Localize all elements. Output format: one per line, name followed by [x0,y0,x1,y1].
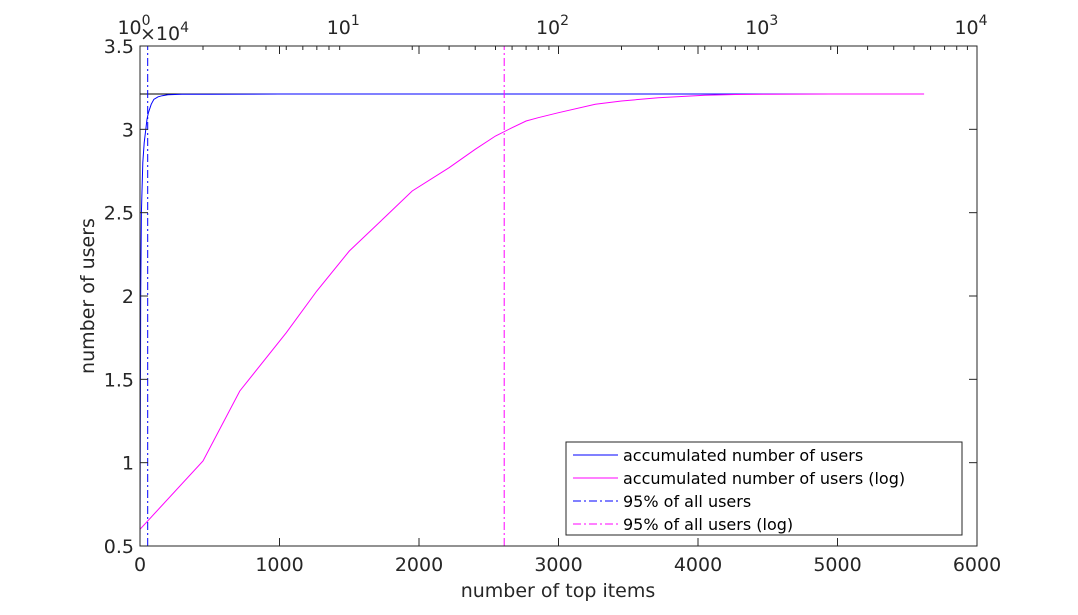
y-tick-label: 3 [122,119,134,141]
legend-items: accumulated number of users accumulated n… [573,446,905,534]
series-line-0 [139,93,920,547]
x-tick-label: 2000 [395,554,443,576]
legend-label-2: 95% of all users [623,492,751,511]
series-line-1 [139,93,925,530]
bottom-x-axis: 0 1000 2000 3000 4000 5000 6000 [134,46,1001,576]
top-tick-label: 104 [954,13,987,39]
y-tick-label: 1 [122,453,134,475]
legend-box [565,441,963,536]
left-y-axis: 0.5 1 1.5 2 2.5 3 3.5 [104,36,977,558]
legend-label-3: 95% of all users (log) [623,515,793,534]
y-tick-label: 1.5 [104,369,134,391]
y-exponent-label: ×104 [140,20,189,45]
legend-label-0: accumulated number of users [623,446,863,465]
x-tick-label: 1000 [255,554,303,576]
top-tick-label: 103 [745,13,778,39]
y-tick-label: 2.5 [104,203,134,225]
top-tick-label: 102 [536,13,569,39]
y-tick-label: 0.5 [104,536,134,558]
legend: accumulated number of users accumulated n… [565,441,963,536]
y-tick-label: 3.5 [104,36,134,58]
legend-label-1: accumulated number of users (log) [623,469,905,488]
top-tick-label: 101 [327,13,360,39]
x-tick-label: 0 [134,554,146,576]
top-tick-label: 100 [117,13,150,39]
x-tick-label: 6000 [953,554,1001,576]
x-tick-label: 5000 [813,554,861,576]
y-tick-label: 2 [122,286,134,308]
x-tick-label: 3000 [534,554,582,576]
top-log-x-axis: 100 101 102 103 104 [117,13,988,50]
y-axis-label: number of users [77,218,99,374]
x-axis-label: number of top items [461,580,656,602]
x-tick-label: 4000 [674,554,722,576]
